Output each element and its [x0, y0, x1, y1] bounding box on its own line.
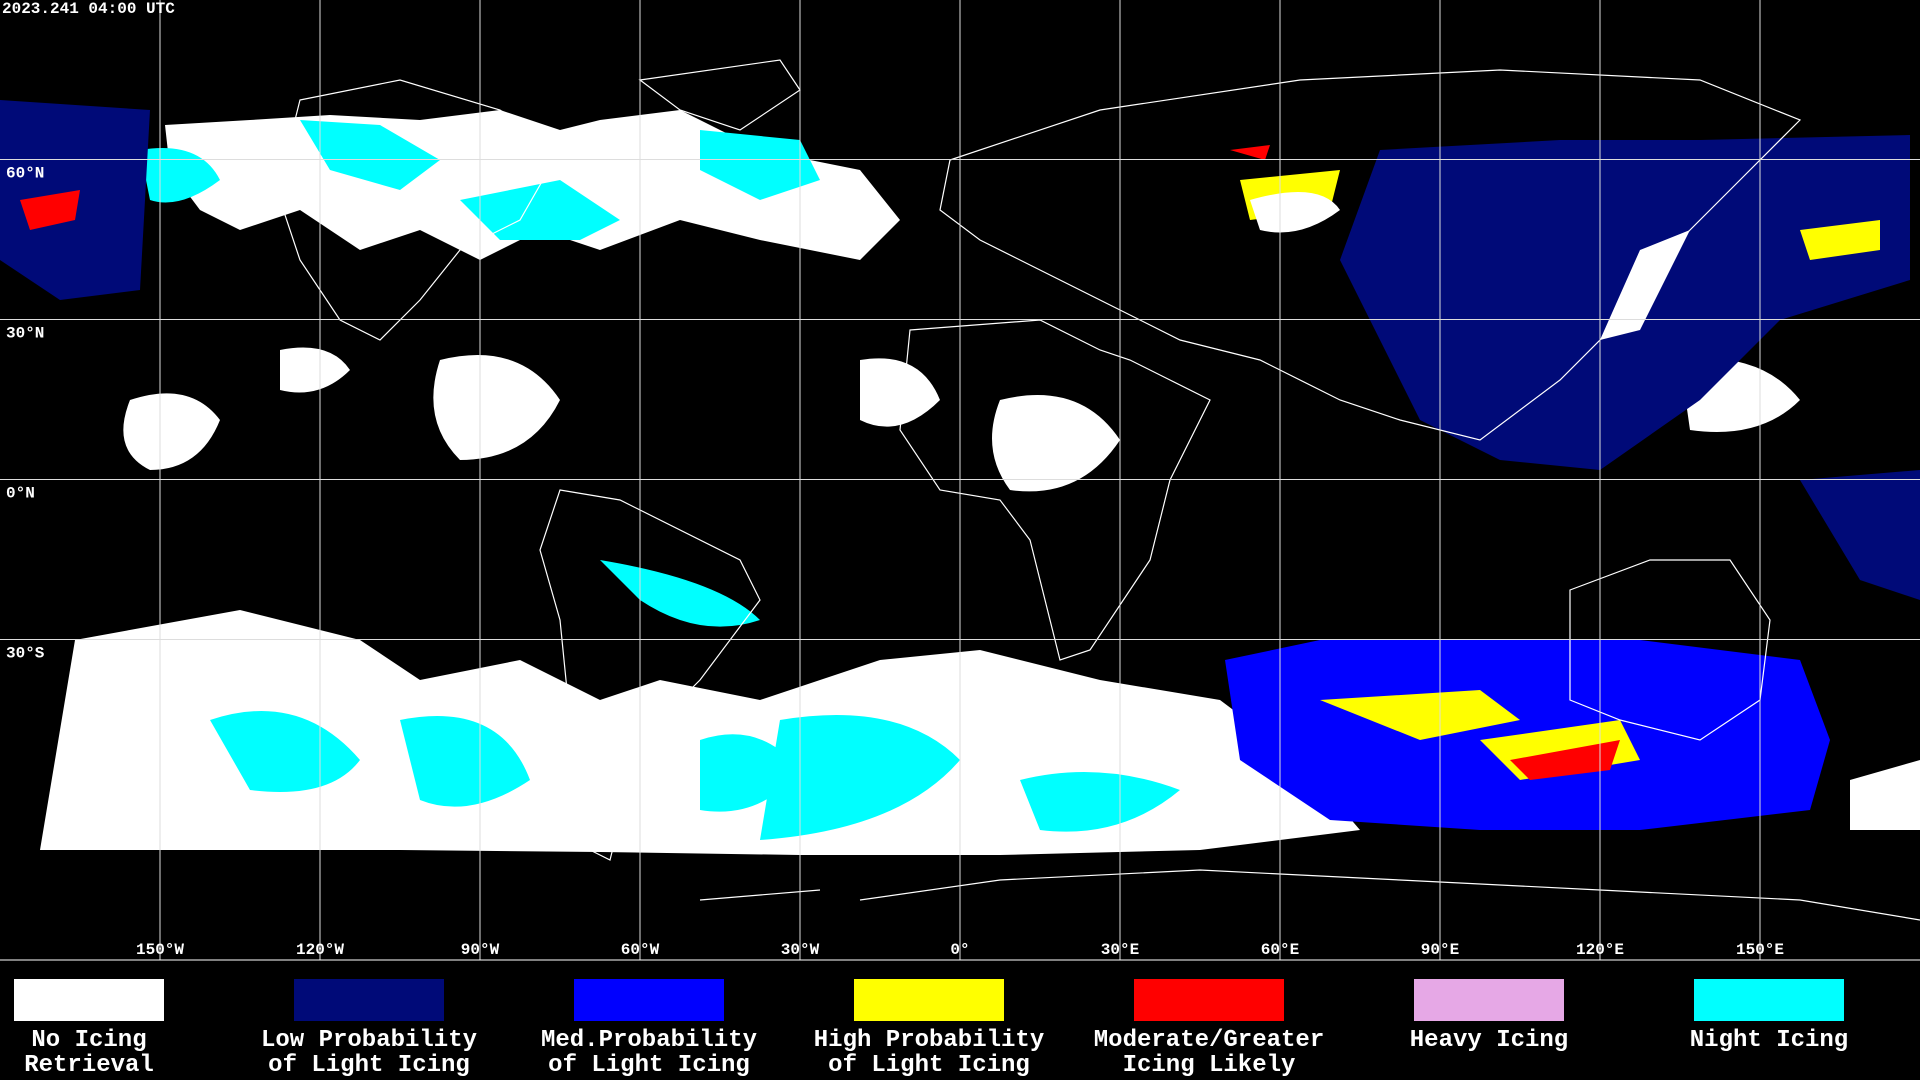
legend-swatch — [294, 979, 444, 1021]
legend-label: of Light Icing — [268, 1052, 470, 1079]
cloud-cluster — [1850, 760, 1920, 830]
longitude-label: 120°E — [1576, 941, 1624, 959]
legend-label: Icing Likely — [1123, 1052, 1296, 1079]
longitude-label: 60°E — [1261, 941, 1299, 959]
legend-label: Moderate/Greater — [1094, 1027, 1324, 1054]
legend-label: of Light Icing — [828, 1052, 1030, 1079]
north-america-outline — [279, 79, 561, 341]
legend-swatch — [574, 979, 724, 1021]
longitude-label: 60°W — [621, 941, 660, 959]
legend-label: Med.Probability — [541, 1027, 757, 1054]
high-prob-area — [1240, 170, 1880, 780]
timestamp: 2023.241 04:00 UTC — [2, 0, 175, 18]
legend-swatch — [14, 979, 164, 1021]
longitude-label: 30°E — [1101, 941, 1139, 959]
legend-label: High Probability — [814, 1027, 1044, 1054]
longitude-label: 30°W — [781, 941, 820, 959]
cloud-cluster — [123, 347, 1800, 492]
greenland-outline — [638, 59, 801, 131]
legend-label: Low Probability — [261, 1027, 477, 1054]
longitude-label: 90°E — [1421, 941, 1459, 959]
legend-label: Retrieval — [24, 1052, 154, 1079]
south-america-outline — [539, 489, 761, 861]
graticule — [0, 0, 1920, 961]
legend-label: No Icing — [31, 1027, 146, 1054]
latitude-label: 30°S — [6, 645, 45, 663]
night-icing-area — [210, 560, 1180, 840]
eurasia-outline — [939, 69, 1802, 441]
longitude-label: 0° — [950, 941, 969, 959]
legend-swatch — [1134, 979, 1284, 1021]
legend-swatch — [1694, 979, 1844, 1021]
legend-label: Heavy Icing — [1410, 1027, 1568, 1054]
latitude-label: 60°N — [6, 165, 44, 183]
axis-labels: 150°W 120°W 90°W 60°W 30°W 0° 30°E 60°E 90°E 120°… — [6, 165, 1784, 960]
legend-swatch — [854, 979, 1004, 1021]
longitude-label: 150°E — [1736, 941, 1784, 959]
legend-label: Night Icing — [1690, 1027, 1848, 1054]
longitude-label: 150°W — [136, 941, 184, 959]
legend-swatch — [1414, 979, 1564, 1021]
longitude-label: 90°W — [461, 941, 500, 959]
legend-label: of Light Icing — [548, 1052, 750, 1079]
longitude-label: 120°W — [296, 941, 344, 959]
cloud-cluster — [1250, 192, 1690, 340]
latitude-label: 30°N — [6, 325, 44, 343]
latitude-label: 0°N — [6, 485, 35, 503]
